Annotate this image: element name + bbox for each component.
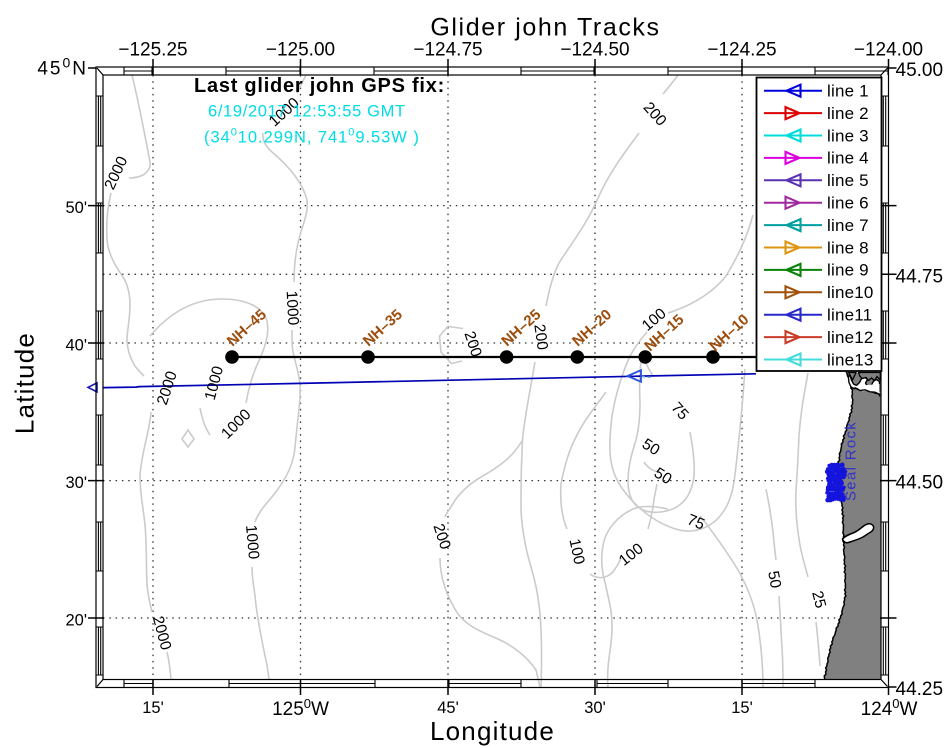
svg-text:line10: line10 <box>827 283 874 302</box>
svg-text:44.25: 44.25 <box>896 679 944 700</box>
svg-text:45.00: 45.00 <box>896 60 944 81</box>
svg-text:−124.25: −124.25 <box>707 40 776 61</box>
svg-text:50: 50 <box>764 570 784 590</box>
svg-text:30': 30' <box>65 474 87 492</box>
svg-text:6/19/2017 12:53:55 GMT: 6/19/2017 12:53:55 GMT <box>208 103 406 121</box>
svg-text:(34010.299N, 74109.53W ): (34010.299N, 74109.53W ) <box>204 127 420 147</box>
svg-text:75: 75 <box>685 511 707 533</box>
svg-text:−125.00: −125.00 <box>266 40 335 61</box>
svg-text:line 8: line 8 <box>827 238 869 257</box>
svg-text:15': 15' <box>142 699 164 717</box>
svg-text:450N: 450N <box>37 55 88 80</box>
svg-text:200: 200 <box>530 323 550 351</box>
svg-text:44.75: 44.75 <box>896 266 944 287</box>
svg-text:50: 50 <box>639 436 663 460</box>
svg-text:30': 30' <box>584 699 606 717</box>
svg-text:line 3: line 3 <box>827 126 869 145</box>
svg-text:50': 50' <box>65 199 87 217</box>
svg-text:40': 40' <box>65 336 87 354</box>
svg-text:line13: line13 <box>827 350 874 369</box>
svg-text:Latitude: Latitude <box>10 332 40 434</box>
svg-text:line 1: line 1 <box>827 82 869 101</box>
svg-text:line 6: line 6 <box>827 194 869 213</box>
svg-text:1000: 1000 <box>283 290 302 326</box>
svg-text:1250W: 1250W <box>272 696 329 720</box>
svg-text:−124.00: −124.00 <box>854 40 923 61</box>
svg-text:Glider john Tracks: Glider john Tracks <box>430 14 660 42</box>
svg-text:20': 20' <box>65 611 87 629</box>
svg-text:−124.75: −124.75 <box>413 40 482 61</box>
svg-text:line 9: line 9 <box>827 261 869 280</box>
svg-text:line 5: line 5 <box>827 171 869 190</box>
svg-text:Longitude: Longitude <box>430 716 555 746</box>
svg-text:line 4: line 4 <box>827 149 869 168</box>
svg-text:line 7: line 7 <box>827 216 869 235</box>
svg-text:1240W: 1240W <box>861 696 918 720</box>
svg-text:−125.25: −125.25 <box>118 40 187 61</box>
svg-text:Seal Rock: Seal Rock <box>843 421 860 501</box>
svg-text:line11: line11 <box>827 306 872 325</box>
svg-text:line 2: line 2 <box>827 104 869 123</box>
svg-text:−124.50: −124.50 <box>560 40 629 61</box>
svg-text:50: 50 <box>651 465 675 489</box>
svg-text:100: 100 <box>566 537 588 566</box>
svg-text:15': 15' <box>731 699 753 717</box>
svg-text:45': 45' <box>437 699 459 717</box>
svg-text:line12: line12 <box>827 328 874 347</box>
svg-text:25: 25 <box>808 589 829 610</box>
svg-text:Last glider john GPS fix:: Last glider john GPS fix: <box>194 75 445 97</box>
svg-text:1000: 1000 <box>242 524 262 560</box>
svg-text:44.50: 44.50 <box>896 473 944 494</box>
